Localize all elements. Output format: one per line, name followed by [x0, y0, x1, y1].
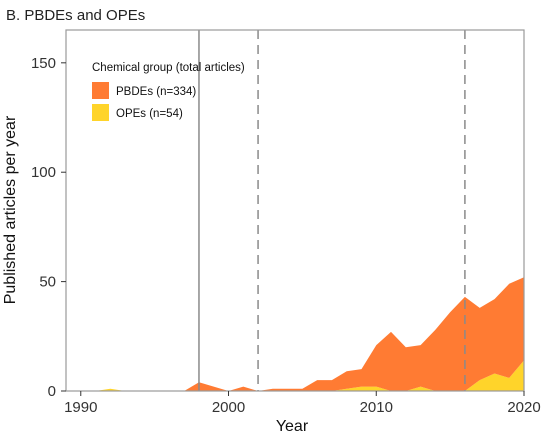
- legend-title: Chemical group (total articles): [92, 62, 245, 74]
- x-tick-label: 2010: [360, 399, 393, 416]
- x-axis-title: Year: [276, 418, 309, 434]
- x-tick-label: 2020: [507, 399, 540, 416]
- legend-label: OPEs (n=54): [116, 108, 183, 120]
- x-axis-ticks: 1990 2000 2010 2020: [64, 391, 541, 416]
- chart-title: B. PBDEs and OPEs: [6, 7, 145, 24]
- area-series-0: [66, 360, 524, 391]
- y-axis-ticks: 0 50 100 150: [31, 55, 66, 400]
- legend-label: PBDEs (n=334): [116, 86, 196, 98]
- legend-swatch: [92, 82, 109, 99]
- x-tick-label: 2000: [212, 399, 245, 416]
- legend-swatch: [92, 104, 109, 121]
- y-tick-label: 150: [31, 55, 56, 72]
- x-tick-label: 1990: [64, 399, 97, 416]
- y-tick-label: 100: [31, 164, 56, 181]
- plot-areas: [66, 277, 524, 391]
- plot-frame: [65, 29, 525, 392]
- y-tick-label: 50: [39, 274, 56, 291]
- legend: Chemical group (total articles) PBDEs (n…: [92, 62, 245, 121]
- y-tick-label: 0: [48, 383, 56, 400]
- y-axis-title: Published articles per year: [2, 115, 19, 304]
- reference-lines: [198, 30, 466, 391]
- area-series-1: [66, 277, 524, 391]
